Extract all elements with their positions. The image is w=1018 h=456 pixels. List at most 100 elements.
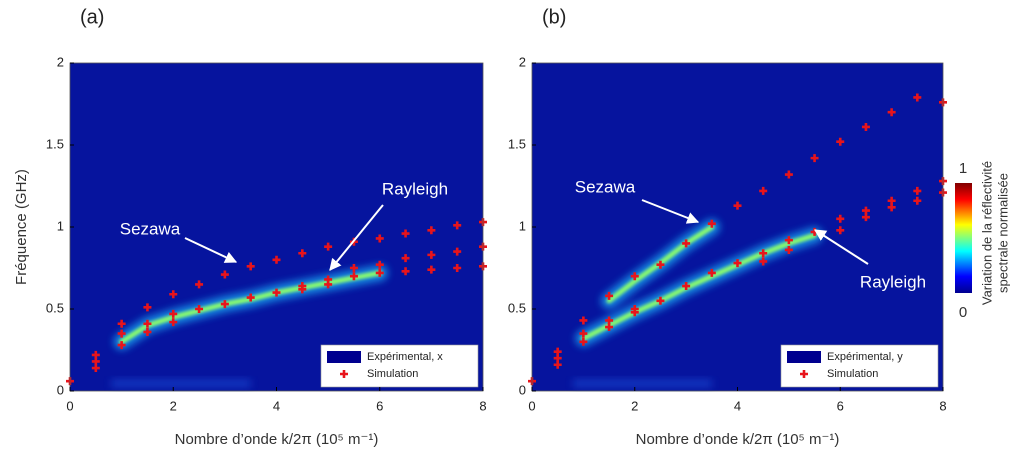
simulation-point: [91, 364, 100, 373]
annotation-arrow: [641, 199, 700, 224]
simulation-point: [143, 327, 152, 336]
simulation-point: [427, 250, 436, 259]
simulation-point: [605, 323, 614, 332]
panel-label: (b): [542, 6, 566, 28]
y-tick-label: 0: [57, 382, 64, 397]
simulation-point: [887, 108, 896, 117]
simulation-point: [169, 290, 178, 299]
simulation-point: [553, 360, 562, 369]
simulation-point: [272, 255, 281, 264]
x-tick-label: 4: [273, 398, 280, 413]
y-tick-label: 1.5: [508, 136, 526, 151]
simulation-point: [401, 229, 410, 238]
legend-marker: [340, 370, 348, 378]
simulation-point: [733, 259, 742, 268]
y-tick-label: 1: [519, 218, 526, 233]
simulation-point: [195, 305, 204, 313]
simulation-point: [707, 268, 716, 277]
simulation-point: [784, 236, 793, 245]
x-tick-label: 2: [170, 398, 177, 413]
simulation-point: [117, 341, 126, 350]
simulation-point: [707, 219, 716, 228]
simulation-point: [836, 214, 845, 223]
x-tick-label: 0: [66, 398, 73, 413]
simulation-point: [579, 329, 588, 338]
y-tick-label: 0: [519, 382, 526, 397]
simulation-point: [913, 196, 922, 205]
simulation-point: [605, 291, 614, 300]
y-tick-label: 1.5: [46, 136, 64, 151]
legend-marker: [800, 370, 808, 378]
x-tick-label: 6: [376, 398, 383, 413]
simulation-point: [169, 318, 178, 327]
simulation-point: [913, 93, 922, 102]
simulation-point: [733, 201, 742, 210]
annotation-arrow: [813, 229, 869, 265]
simulation-point: [324, 280, 333, 289]
simulation-point: [246, 262, 255, 271]
simulation-point: [453, 264, 462, 272]
panel-label: (a): [80, 6, 104, 28]
simulation-point: [579, 316, 588, 325]
y-tick-label: 0.5: [46, 300, 64, 315]
simulation-point: [375, 268, 384, 277]
annotation-arrow: [184, 237, 238, 263]
simulation-point: [887, 203, 896, 212]
simulation-point: [375, 234, 384, 243]
simulation-point: [401, 254, 410, 263]
simulation-point: [324, 242, 333, 251]
panel: Sezawa Rayleigh Expérimental, x Simulation: [66, 62, 487, 392]
legend-label: Expérimental, y: [827, 351, 903, 363]
legend-swatch: [327, 351, 361, 363]
simulation-point: [759, 186, 768, 195]
legend-label: Simulation: [367, 368, 418, 380]
simulation-point: [272, 288, 281, 297]
simulation-point: [220, 270, 229, 279]
simulation-point: [759, 249, 768, 258]
simulation-point: [298, 249, 307, 258]
annotation: Sezawa: [120, 219, 181, 238]
y-tick-label: 1: [57, 218, 64, 233]
simulation-point: [579, 337, 588, 346]
simulation-point: [453, 247, 462, 256]
simulation-point: [784, 170, 793, 179]
annotation-arrow: [329, 204, 384, 271]
simulation-point: [759, 257, 768, 266]
x-tick-label: 4: [734, 398, 741, 413]
simulation-point: [630, 308, 639, 317]
annotation: Rayleigh: [382, 179, 448, 198]
simulation-point: [375, 260, 384, 269]
noise-band: [573, 379, 712, 388]
x-tick-label: 2: [631, 398, 638, 413]
simulation-point: [861, 213, 870, 222]
colorbar: [955, 183, 972, 293]
simulation-point: [682, 282, 691, 291]
simulation-point: [298, 285, 307, 294]
x-tick-label: 8: [939, 398, 946, 413]
simulation-point: [656, 260, 665, 269]
simulation-point: [682, 239, 691, 248]
y-axis-label: Fréquence (GHz): [13, 169, 30, 285]
simulation-point: [913, 186, 922, 195]
simulation-point: [143, 319, 152, 328]
simulation-point: [195, 280, 204, 289]
simulation-point: [349, 264, 358, 272]
legend-swatch: [787, 351, 821, 363]
simulation-point: [630, 272, 639, 281]
x-tick-label: 8: [479, 398, 486, 413]
colorbar-label: spectrale normalisée: [995, 173, 1010, 293]
y-tick-label: 0.5: [508, 300, 526, 315]
simulation-point: [861, 122, 870, 131]
simulation-point: [453, 221, 462, 230]
x-axis-label: Nombre d’onde k/2π (10⁵ m⁻¹): [175, 431, 379, 448]
simulation-point: [656, 296, 665, 305]
y-tick-label: 2: [519, 54, 526, 69]
simulation-point: [784, 245, 793, 254]
y-tick-label: 2: [57, 54, 64, 69]
legend-label: Expérimental, x: [367, 351, 443, 363]
colorbar-label: Variation de la réflectivité: [979, 161, 994, 305]
x-tick-label: 6: [837, 398, 844, 413]
simulation-point: [427, 226, 436, 235]
simulation-point: [349, 272, 358, 281]
